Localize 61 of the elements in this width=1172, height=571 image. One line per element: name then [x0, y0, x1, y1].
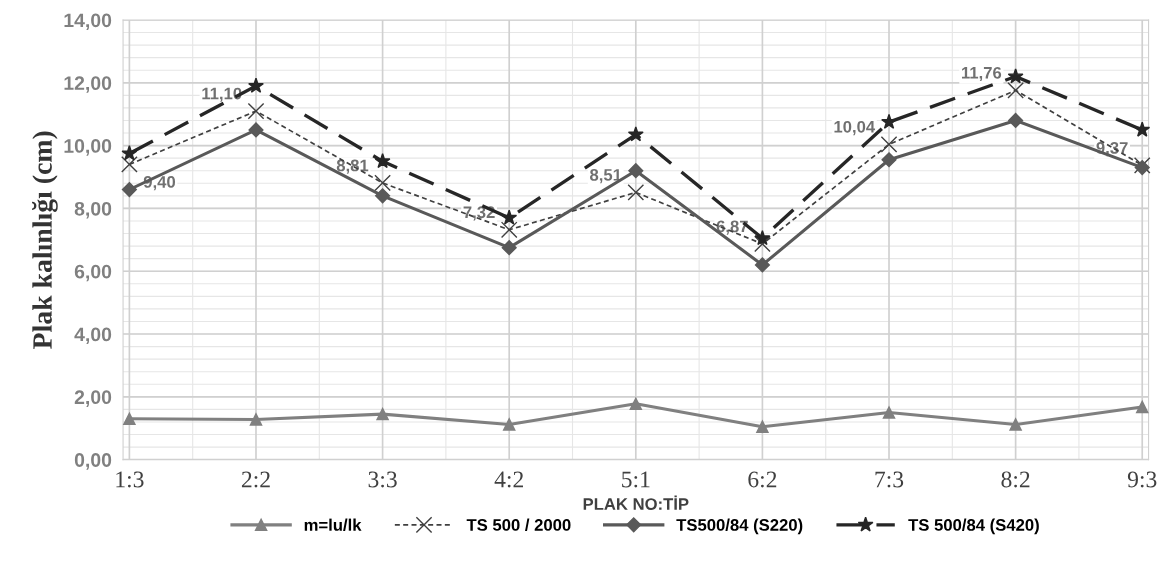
point	[248, 122, 264, 138]
point	[500, 221, 518, 239]
y-tick-label: 0,00	[74, 453, 112, 470]
y-tick-label: 14,00	[64, 13, 112, 31]
x-axis-title: PLAK NO:TİP	[583, 495, 689, 510]
point	[374, 174, 391, 192]
point	[248, 77, 264, 93]
data-label: 8,51	[590, 168, 622, 184]
point	[121, 156, 138, 173]
point	[880, 136, 898, 153]
point	[881, 113, 897, 129]
point	[121, 145, 138, 161]
x-tick-label: 2:2	[241, 471, 270, 488]
point	[1135, 400, 1149, 414]
y-tick-label: 10,00	[64, 139, 112, 156]
point	[754, 257, 770, 273]
y-tick-label: 4,00	[74, 327, 112, 345]
point	[628, 163, 644, 179]
point	[1009, 418, 1022, 431]
point	[247, 102, 265, 120]
point	[501, 209, 518, 225]
x-tick-label: 1:3	[116, 471, 144, 488]
legend-label: TS 500 / 2000	[466, 518, 571, 532]
legend-label: TS500/84 (S220)	[676, 518, 803, 535]
y-tick-label: 6,00	[74, 264, 112, 282]
point	[881, 152, 897, 168]
data-label: 10,04	[834, 120, 876, 136]
point	[502, 418, 516, 431]
point	[249, 413, 263, 426]
y-axis-title: Plak kalınlığı (cm)	[32, 131, 58, 349]
legend-label: m=lu/lk	[304, 518, 362, 532]
x-tick-label: 6:2	[748, 471, 777, 488]
x-tick-label: 5:1	[622, 471, 650, 488]
point	[629, 397, 643, 411]
x-tick-label: 9:3	[1127, 471, 1157, 488]
point	[374, 152, 391, 169]
y-tick-label: 8,00	[74, 201, 112, 219]
point	[754, 229, 771, 246]
legend-label: TS 500/84 (S420)	[908, 518, 1039, 535]
data-label: 11,76	[962, 66, 1002, 82]
point	[121, 182, 137, 198]
point	[1007, 68, 1024, 84]
point	[1008, 112, 1024, 129]
point	[627, 126, 644, 142]
x-tick-label: 8:2	[1001, 471, 1030, 488]
point	[754, 235, 771, 253]
x-tick-label: 7:3	[875, 471, 904, 488]
point	[123, 412, 136, 426]
y-tick-label: 12,00	[64, 76, 112, 93]
point	[1134, 121, 1151, 137]
point	[1007, 81, 1024, 99]
point	[882, 406, 896, 419]
point	[376, 407, 389, 421]
x-tick-label: 4:2	[494, 471, 523, 488]
data-label: 11,10	[202, 87, 242, 102]
point	[501, 240, 517, 256]
point	[756, 420, 769, 433]
point	[627, 184, 645, 201]
x-tick-label: 3:3	[368, 471, 397, 488]
point	[375, 188, 391, 204]
y-tick-label: 2,00	[74, 390, 112, 407]
